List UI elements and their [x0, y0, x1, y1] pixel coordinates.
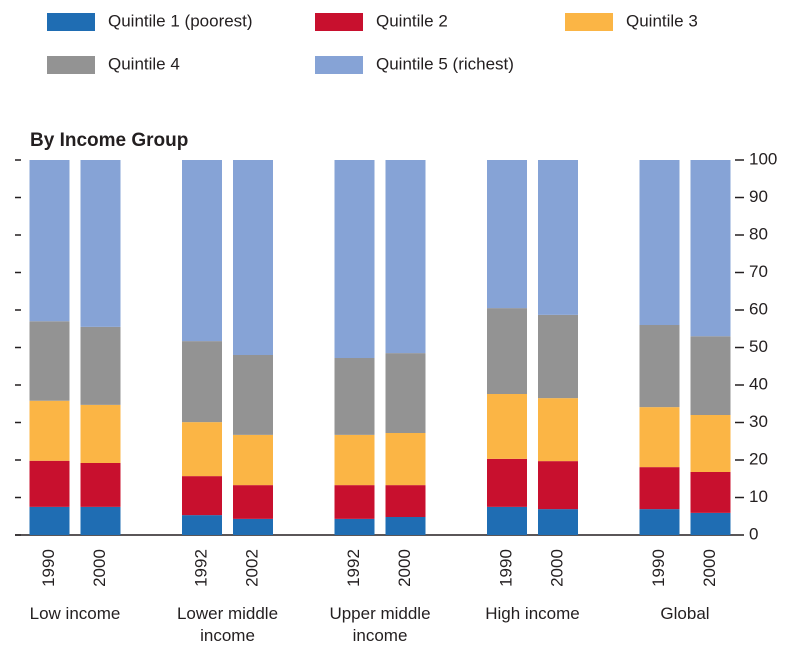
y-tick-label: 80: [749, 224, 768, 243]
bar-segment: [29, 400, 70, 461]
x-tick-label: 2000: [395, 549, 414, 587]
group-label: Global: [660, 604, 710, 623]
bar-segment: [385, 517, 426, 535]
y-tick-label: 0: [749, 524, 758, 543]
bar-segment: [29, 460, 70, 507]
legend-label: Quintile 1 (poorest): [108, 11, 253, 30]
x-tick-label: 1992: [344, 549, 363, 587]
bar-segment: [690, 415, 731, 472]
bar-segment: [29, 321, 70, 401]
bar-segment: [182, 341, 222, 423]
bar-segment: [80, 463, 121, 507]
bar-segment: [334, 160, 375, 358]
y-tick-label: 70: [749, 262, 768, 281]
legend-label: Quintile 5 (richest): [376, 54, 514, 73]
x-tick-label: 2000: [90, 549, 109, 587]
bar-segment: [487, 308, 527, 394]
legend-label: Quintile 4: [108, 54, 180, 73]
legend-swatch: [565, 13, 613, 31]
bar-segment: [538, 509, 578, 535]
bar-segment: [385, 160, 426, 354]
y-tick-label: 40: [749, 374, 768, 393]
bar-segment: [233, 518, 273, 535]
group-label: High income: [485, 604, 580, 623]
bar-segment: [487, 394, 527, 459]
bar-segment: [334, 518, 375, 535]
chart-subtitle: By Income Group: [30, 130, 188, 151]
bar-segment: [538, 314, 578, 399]
bar-segment: [80, 160, 121, 327]
x-tick-label: 1992: [191, 549, 210, 587]
legend-swatch: [315, 13, 363, 31]
bar-segment: [639, 467, 680, 510]
bar-segment: [233, 355, 273, 435]
bar-segment: [385, 353, 426, 433]
bar-segment: [182, 515, 222, 535]
bar-segment: [538, 398, 578, 462]
y-tick-label: 50: [749, 337, 768, 356]
bar-segment: [690, 160, 731, 337]
bar-segment: [487, 506, 527, 535]
bar-segment: [639, 407, 680, 468]
bar-segment: [487, 160, 527, 309]
x-tick-label: 1990: [649, 549, 668, 587]
bar-segment: [385, 433, 426, 486]
bar-segment: [487, 458, 527, 507]
x-tick-label: 2000: [700, 549, 719, 587]
legend-swatch: [47, 13, 95, 31]
bar-segment: [80, 404, 121, 463]
bar-segment: [690, 336, 731, 415]
bar-segment: [639, 160, 680, 325]
bar-segment: [690, 472, 731, 513]
legend-swatch: [315, 56, 363, 74]
x-tick-label: 2002: [242, 549, 261, 587]
bar-segment: [690, 512, 731, 535]
bar-segment: [233, 160, 273, 355]
bar-segment: [334, 434, 375, 486]
group-label: Low income: [29, 604, 121, 623]
legend-swatch: [47, 56, 95, 74]
y-tick-label: 90: [749, 187, 768, 206]
bar-segment: [233, 485, 273, 519]
y-tick-label: 30: [749, 412, 768, 431]
bar-segment: [385, 485, 426, 517]
bar-segment: [182, 160, 222, 342]
group-label: Lower middle income: [176, 604, 279, 645]
bar-segment: [182, 422, 222, 477]
bar-segment: [29, 506, 70, 535]
group-label: Upper middle income: [329, 604, 431, 645]
x-tick-label: 2000: [547, 549, 566, 587]
bar-segment: [639, 325, 680, 408]
bar-segment: [538, 160, 578, 315]
y-tick-label: 20: [749, 449, 768, 468]
bar-segment: [233, 434, 273, 486]
bar-segment: [80, 326, 121, 405]
bar-segment: [334, 358, 375, 435]
legend-label: Quintile 3: [626, 11, 698, 30]
bar-segment: [639, 509, 680, 535]
bar-segment: [80, 506, 121, 535]
y-tick-label: 60: [749, 299, 768, 318]
x-tick-label: 1990: [496, 549, 515, 587]
bar-segment: [334, 485, 375, 519]
y-tick-label: 100: [749, 149, 777, 168]
x-tick-label: 1990: [39, 549, 58, 587]
bar-segment: [29, 160, 70, 322]
y-tick-label: 10: [749, 487, 768, 506]
bar-segment: [182, 476, 222, 516]
legend-label: Quintile 2: [376, 11, 448, 30]
bar-segment: [538, 461, 578, 510]
